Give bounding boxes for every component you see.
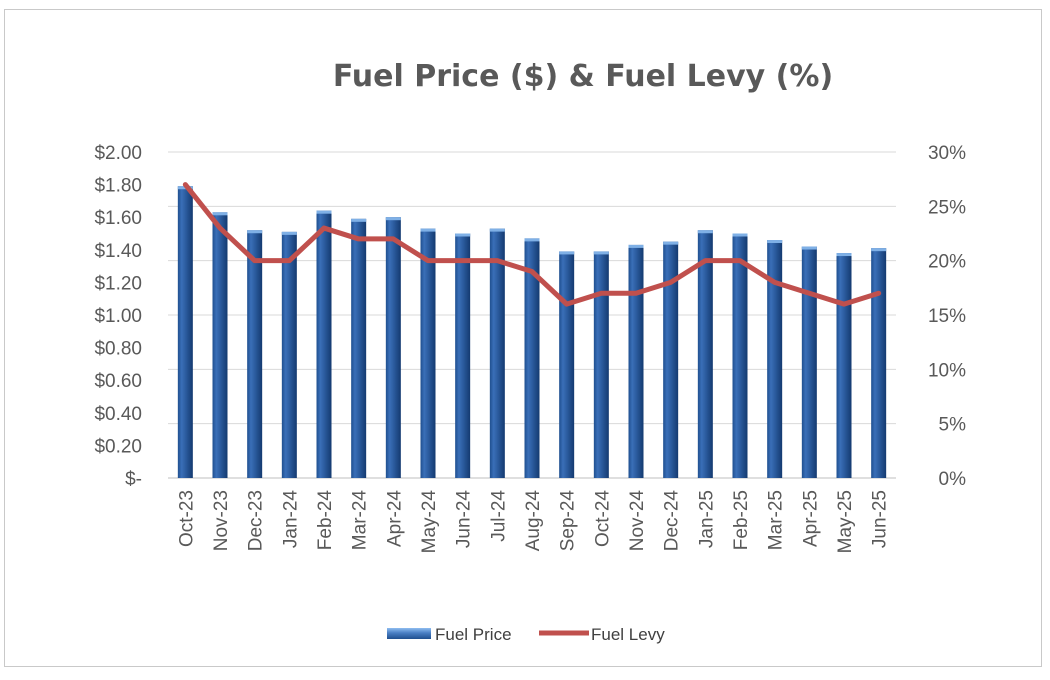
bar-fuel-price [732, 233, 748, 478]
fuel-price-bars [177, 186, 887, 479]
bar-cap [281, 231, 297, 235]
bar-fuel-price [177, 186, 193, 479]
x-tick-label: May-25 [835, 490, 856, 553]
bar-fuel-price [316, 210, 332, 478]
bar-cap [559, 251, 575, 255]
bar-fuel-price [351, 218, 367, 478]
legend: Fuel Price Fuel Levy [387, 625, 665, 644]
y2-tick-label: 25% [928, 197, 966, 218]
x-tick-label: Feb-25 [731, 490, 752, 550]
chart-frame [4, 9, 1042, 667]
x-tick-label: May-24 [419, 490, 440, 554]
chart-title: Fuel Price ($) & Fuel Levy (%) [333, 59, 833, 94]
bar-fuel-price [420, 228, 436, 478]
bar-cap [663, 241, 679, 245]
bar-cap [212, 212, 228, 216]
y-tick-label: $0.80 [94, 339, 142, 360]
bar-cap [489, 228, 505, 232]
bar-fuel-price [593, 251, 609, 478]
right-axis-ticks: 0% 5% 10% 15% 20% 25% 30% [928, 143, 966, 490]
bar-fuel-price [836, 253, 852, 478]
legend-label-fuel-price: Fuel Price [435, 625, 512, 644]
bar-cap [247, 230, 263, 234]
x-tick-label: Jan-25 [696, 490, 717, 548]
bar-cap [697, 230, 713, 234]
x-tick-label: Sep-24 [558, 490, 579, 552]
bar-fuel-price [628, 244, 644, 478]
y2-tick-label: 5% [939, 415, 967, 436]
x-tick-label: Nov-24 [627, 490, 648, 552]
bar-cap [524, 238, 540, 242]
bar-cap [420, 228, 436, 232]
y-tick-label: $0.20 [94, 436, 142, 457]
bar-cap [351, 218, 367, 222]
y2-tick-label: 20% [928, 252, 966, 273]
x-tick-label: Dec-23 [246, 490, 267, 551]
bar-cap [385, 217, 401, 221]
series-line-fuel-levy [182, 182, 882, 307]
x-tick-label: Jan-24 [280, 490, 301, 549]
x-tick-label: Mar-24 [350, 490, 371, 551]
y-tick-label: $0.40 [94, 404, 142, 425]
x-tick-label: Oct-23 [176, 490, 197, 547]
x-tick-label: Nov-23 [211, 490, 232, 551]
y-tick-label: $1.60 [94, 208, 142, 229]
x-tick-label: Feb-24 [315, 490, 336, 551]
y-tick-label: $1.80 [94, 176, 142, 197]
bar-fuel-price [247, 230, 263, 478]
y2-tick-label: 15% [928, 306, 966, 327]
x-tick-label: Jun-24 [454, 490, 475, 549]
left-axis-ticks: $- $0.20 $0.40 $0.60 $0.80 $1.00 $1.20 $1.40 $1.… [94, 143, 142, 490]
legend-swatch-fuel-price [387, 628, 431, 639]
bar-fuel-price [455, 233, 471, 478]
x-tick-label: Dec-24 [662, 490, 683, 552]
y2-tick-label: 30% [928, 143, 966, 164]
bar-fuel-price [767, 240, 783, 478]
bar-cap [732, 233, 748, 237]
y2-tick-label: 10% [928, 360, 966, 381]
bar-fuel-price [559, 251, 575, 478]
x-tick-label: Aug-24 [523, 490, 544, 552]
bar-cap [593, 251, 609, 255]
bar-cap [767, 240, 783, 244]
bar-fuel-price [871, 248, 887, 478]
bar-cap [836, 253, 852, 257]
x-tick-label: Apr-24 [384, 490, 405, 547]
bar-fuel-price [385, 217, 401, 478]
x-tick-label: Jun-25 [870, 490, 891, 548]
y-tick-label: $1.00 [94, 306, 142, 327]
x-tick-label: Oct-24 [592, 490, 613, 547]
bar-fuel-price [697, 230, 713, 478]
bar-cap [871, 248, 887, 252]
legend-label-fuel-levy: Fuel Levy [591, 625, 665, 644]
x-tick-label: Jul-24 [488, 490, 509, 542]
x-axis-ticks: Oct-23 Nov-23 Dec-23 Jan-24 Feb-24 Mar-24 Apr-… [176, 490, 890, 554]
y2-tick-label: 0% [939, 469, 967, 490]
bar-cap [801, 246, 817, 250]
x-tick-label: Apr-25 [800, 490, 821, 547]
bar-fuel-price [212, 212, 228, 478]
bar-fuel-price [801, 246, 817, 478]
fuel-levy-line [182, 182, 882, 307]
bar-fuel-price [489, 228, 505, 478]
bar-fuel-price [663, 241, 679, 478]
bar-cap [455, 233, 471, 237]
y-tick-label: $0.60 [94, 371, 142, 392]
y-tick-label: $1.40 [94, 241, 142, 262]
bar-cap [628, 244, 644, 248]
y-tick-label: $1.20 [94, 273, 142, 294]
bar-cap [316, 210, 332, 214]
y-tick-label: $- [125, 469, 142, 490]
bar-fuel-price [281, 231, 297, 478]
y-tick-label: $2.00 [94, 143, 142, 164]
x-tick-label: Mar-25 [766, 490, 787, 550]
bar-fuel-price [524, 238, 540, 478]
